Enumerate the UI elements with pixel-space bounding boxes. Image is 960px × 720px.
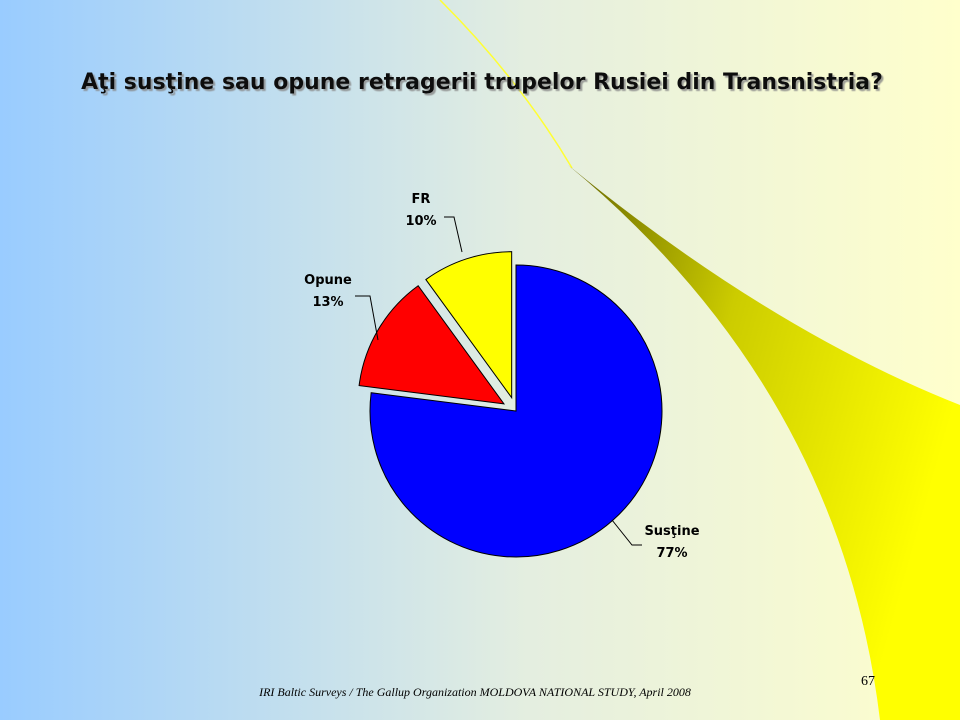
pie-slice bbox=[425, 251, 513, 400]
footer: IRI Baltic Surveys / The Gallup Organiza… bbox=[258, 685, 691, 699]
slice-label: Susţine bbox=[644, 524, 699, 539]
leader-line bbox=[355, 295, 379, 341]
slice-label: FR bbox=[412, 192, 431, 207]
pie: Susţine 77% Opune 13% FR 10% bbox=[304, 192, 700, 561]
value-label: 13% bbox=[312, 295, 343, 310]
leader-line bbox=[611, 519, 642, 546]
leader-line bbox=[444, 216, 463, 253]
swoosh-line bbox=[439, 0, 573, 169]
page-number: 67 bbox=[861, 674, 875, 689]
swoosh bbox=[568, 165, 960, 720]
value-label: 77% bbox=[656, 546, 687, 561]
chart-title: Aţi susţine sau opune retragerii trupelo… bbox=[81, 70, 883, 95]
value-label: 10% bbox=[405, 214, 436, 229]
pie-slice bbox=[358, 285, 506, 405]
slice-label: Opune bbox=[304, 273, 352, 288]
